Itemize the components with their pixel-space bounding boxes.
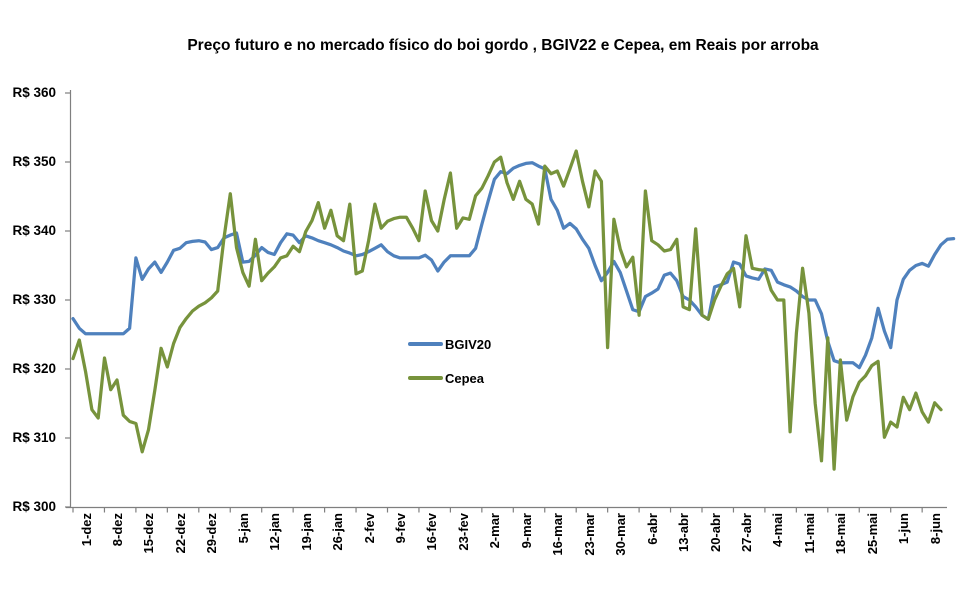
x-tick-label: 12-jan xyxy=(267,513,283,551)
x-tick-label: 20-abr xyxy=(707,513,723,553)
x-tick-label: 9-mar xyxy=(518,513,534,549)
legend-item-bgiv20: BGIV20 xyxy=(408,336,491,352)
x-tick-label: 1-jun xyxy=(896,513,912,545)
x-tick-label: 23-fev xyxy=(455,513,471,551)
x-tick-label: 13-abr xyxy=(676,513,692,553)
legend-label-cepea: Cepea xyxy=(445,370,485,386)
y-tick-label: R$ 360 xyxy=(12,85,56,100)
x-tick-label: 4-mai xyxy=(770,513,786,547)
bgiv20-line-swatch xyxy=(408,342,443,346)
x-tick-label: 2-mar xyxy=(487,513,503,549)
x-tick-label: 5-jan xyxy=(235,513,251,544)
y-tick-label: R$ 320 xyxy=(12,361,56,376)
x-tick-label: 18-mai xyxy=(833,513,849,555)
chart-title: Preço futuro e no mercado físico do boi … xyxy=(187,37,819,54)
y-tick-label: R$ 300 xyxy=(12,499,56,514)
y-tick-label: R$ 340 xyxy=(12,223,56,238)
x-tick-label: 23-mar xyxy=(581,513,597,556)
series-line-cepea xyxy=(71,149,943,471)
x-tick-label: 6-abr xyxy=(644,513,660,545)
x-tick-label: 2-fev xyxy=(361,513,377,544)
x-tick-label: 26-jan xyxy=(330,513,346,551)
x-tick-label: 27-abr xyxy=(738,513,754,553)
x-tick-label: 8-jun xyxy=(927,513,943,545)
legend-label-bgiv20: BGIV20 xyxy=(445,336,492,352)
x-tick-label: 29-dez xyxy=(204,513,220,554)
x-tick-label: 25-mai xyxy=(864,513,880,555)
x-tick-label: 9-fev xyxy=(393,513,408,544)
x-tick-label: 22-dez xyxy=(172,513,188,554)
y-tick-label: R$ 310 xyxy=(12,430,56,445)
y-tick-label: R$ 350 xyxy=(12,154,56,169)
legend-item-cepea: Cepea xyxy=(408,370,491,386)
cepea-line-swatch xyxy=(408,376,443,380)
x-tick-label: 30-mar xyxy=(613,513,629,556)
x-tick-label: 1-dez xyxy=(78,513,94,547)
series-line-bgiv20 xyxy=(71,161,956,370)
x-tick-label: 19-jan xyxy=(298,513,314,551)
legend: BGIV20 Cepea xyxy=(408,336,491,404)
x-tick-label: 16-fev xyxy=(424,513,440,551)
x-tick-label: 11-mai xyxy=(801,513,817,554)
x-tick-label: 8-dez xyxy=(109,513,125,547)
x-tick-label: 15-dez xyxy=(141,513,157,554)
x-tick-label: 16-mar xyxy=(550,513,566,556)
y-tick-label: R$ 330 xyxy=(12,292,56,307)
